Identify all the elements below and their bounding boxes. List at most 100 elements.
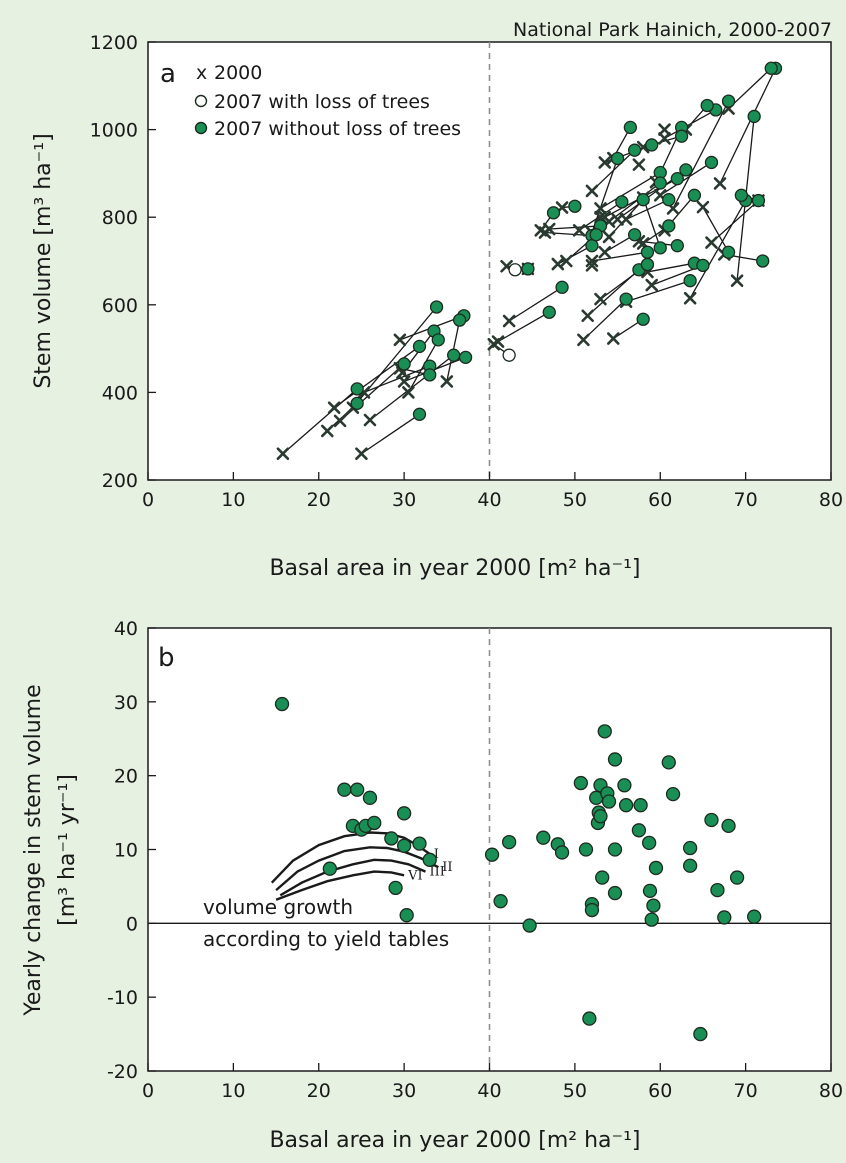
panel-b-y-tick-label-3: 10 [114,840,138,862]
panel-a: 0 10 20 30 40 50 60 70 80 200 400 600 800 1000 1200 a… [31,32,843,581]
panel-a-x-tick-label-6: 60 [648,489,672,511]
data-point-17 [493,894,508,909]
panel-a-x-tick-label-3: 30 [392,489,416,511]
data-point-1 [337,782,352,797]
data-point-12 [422,852,437,867]
panel-b-x-tick-label-1: 10 [221,1080,245,1102]
x-marker-2000-55 [560,254,573,268]
panel-b-label: b [158,643,175,673]
x-marker-2000-38 [645,278,659,292]
panel-b-y-ticks: -20 -10 0 10 20 30 40 [107,618,156,1083]
data-point-22 [554,845,570,860]
filled-circle-2007-7 [446,348,461,362]
data-point-43 [633,798,648,813]
filled-circle-2007-56 [615,195,629,209]
panel-b-y-tick-label-5: 30 [114,692,138,714]
filled-circle-2007-10 [458,350,473,365]
data-point-14 [388,880,403,896]
panel-a-x-tick-label-2: 20 [307,489,331,511]
legend-item-without-loss: 2007 without loss of trees [194,118,461,140]
x-marker-2000-61 [619,213,633,226]
x-marker-2000-1 [320,424,334,438]
filled-circle-2007-29 [653,176,667,190]
filled-circle-2007-38 [696,258,710,273]
filled-circle-2007-51 [700,98,714,113]
panel-a-2007-markers [350,61,783,421]
x-marker-extra-2 [632,158,646,171]
x-marker-2000-2 [327,401,341,415]
data-point-47 [646,898,661,913]
filled-circle-2007-28 [645,138,659,152]
filled-circle-2007-24 [627,143,642,157]
x-marker-2000-57 [534,224,548,237]
panel-a-x-tick-label-0: 0 [142,489,154,511]
panel-b-y-axis-label: Yearly change in stem volume [m³ ha⁻¹ yr… [21,684,80,1016]
data-point-33 [595,870,610,885]
data-point-11 [412,836,427,851]
data-point-57 [721,818,736,834]
annotation-line-2: according to yield tables [203,927,449,951]
panel-b-y-tick-label-6: 40 [114,618,138,640]
pair-line-26 [600,171,661,209]
panel-a-y-tick-label-0: 200 [102,470,138,492]
panel-a-x-ticks: 0 10 20 30 40 50 60 70 80 [142,472,843,511]
x-marker-2000-28 [598,156,612,169]
pair-line-37 [647,262,695,273]
legend-x-marker: x [196,62,207,84]
x-marker-2000-26 [594,202,607,215]
data-point-36 [601,794,617,809]
filled-circle-2007-4 [429,300,444,314]
x-marker-2000-5 [355,447,368,461]
panel-a-x-tick-label-8: 80 [819,489,843,511]
filled-circle-2007-49 [764,61,778,75]
panel-b-y-tick-label-2: 0 [126,913,138,935]
data-point-39 [607,885,623,901]
legend-open-circle-marker [194,94,208,108]
data-point-55 [710,882,725,898]
x-marker-2000-60 [491,335,505,348]
x-marker-2000-12 [440,375,454,388]
panel-b-x-axis-label: Basal area in year 2000 [m² ha⁻¹] [269,1128,640,1153]
data-point-54 [704,812,719,828]
legend-label-with-loss: 2007 with loss of trees [214,91,430,113]
data-point-42 [631,823,647,838]
legend-item-with-loss: 2007 with loss of trees [194,91,430,113]
panel-a-y-tick-label-3: 800 [102,207,138,229]
pair-line-6 [363,365,430,394]
data-point-13 [322,861,337,876]
data-point-18 [501,834,517,850]
filled-circle-2007-52 [674,129,689,143]
pair-line-49 [728,67,772,110]
filled-circle-2007-62 [653,241,667,255]
filled-circle-2007-55 [589,228,603,242]
filled-circle-2007-46 [747,109,761,124]
x-marker-2000-56 [572,224,586,237]
pair-line-62 [642,197,661,249]
pair-line-22 [591,251,648,262]
data-point-37 [607,752,623,767]
panel-a-x-tick-label-7: 70 [734,489,758,511]
filled-circle-2007-34 [683,274,697,288]
data-point-38 [607,842,623,857]
source-note: National Park Hainich, 2000-2007 [513,19,832,41]
x-marker-2000-21 [577,333,590,347]
data-point-53 [693,1026,708,1042]
pair-line-42 [672,100,730,209]
data-point-25 [582,1011,597,1026]
panel-b-x-tick-label-2: 20 [307,1080,331,1102]
data-point-50 [665,786,681,802]
x-marker-2000-8 [393,333,407,347]
data-point-32 [593,809,608,824]
filled-circle-2007-13 [423,368,437,382]
data-point-46 [644,912,659,927]
data-point-8 [367,815,382,831]
open-circle-2007-59 [502,348,516,362]
panel-b-x-tick-label-3: 30 [392,1080,416,1102]
annotation-line-1: volume growth [203,895,353,919]
x-marker-2000-20 [581,309,594,323]
panel-b-x-ticks: 0 10 20 30 40 50 60 70 80 [142,1063,843,1102]
data-point-0 [274,696,290,712]
data-point-59 [747,909,762,924]
data-point-27 [584,902,600,918]
